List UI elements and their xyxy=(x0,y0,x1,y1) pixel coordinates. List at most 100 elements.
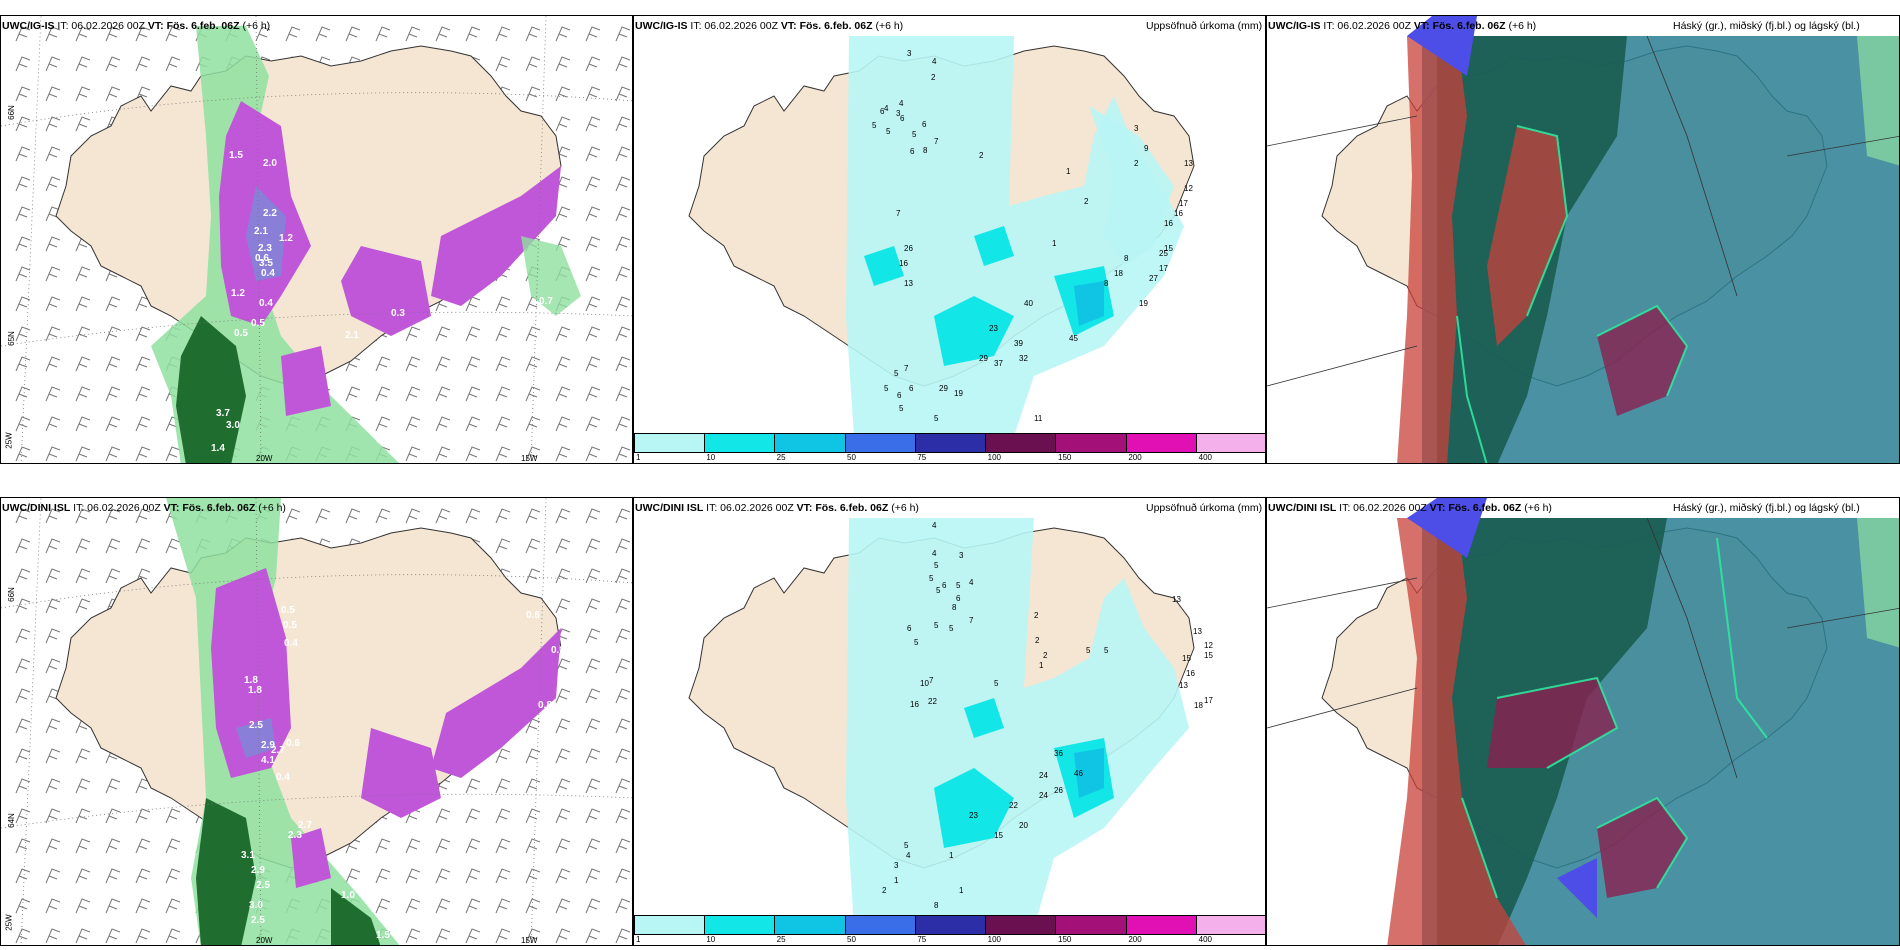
cloud-map-top xyxy=(1267,16,1899,463)
colorbar-swatch xyxy=(986,434,1057,452)
lead-time: (+6 h) xyxy=(1524,502,1552,514)
precip-value-label: 16 xyxy=(899,259,908,268)
colorbar-swatch xyxy=(1126,916,1197,934)
precip-value-label: 5 xyxy=(884,384,889,393)
lead-time: (+6 h) xyxy=(875,20,904,32)
wind-value-label: 4.1 xyxy=(261,755,275,766)
colorbar-swatch xyxy=(635,916,706,934)
colorbar-swatch xyxy=(775,916,846,934)
wind-value-label: 0.6 xyxy=(255,253,269,264)
precip-value-label: 15 xyxy=(1204,651,1213,660)
colorbar-swatch xyxy=(1196,916,1265,934)
lead-time: (+6 h) xyxy=(258,502,286,514)
wind-value-label: 0.3 xyxy=(391,308,405,319)
precip-value-label: 8 xyxy=(952,603,957,612)
precip-value-label: 5 xyxy=(899,404,904,413)
valid-time: VT: Fös. 6.feb. 06Z xyxy=(163,502,256,514)
wind-value-label: 3.5 xyxy=(259,258,273,269)
precip-value-label: 12 xyxy=(1184,184,1193,193)
precip-value-label: 18 xyxy=(1114,269,1123,278)
wind-value-label: 2.7 xyxy=(271,745,285,756)
wind-value-label: 2.0 xyxy=(263,158,277,169)
wind-value-label: 0.4 xyxy=(261,268,275,279)
wind-value-label: 2.1 xyxy=(345,330,359,341)
precip-colorbar-top xyxy=(634,433,1265,453)
model-name: UWC/DINI ISL xyxy=(2,502,71,514)
precip-value-label: 15 xyxy=(1182,654,1191,663)
precip-value-label: 3 xyxy=(1134,124,1139,133)
lon-label-15w: 15W xyxy=(521,936,538,945)
wind-map-panel-top: 1.5 2.0 2.2 2.1 2.3 3.5 1.2 0.5 0.4 0.6 0.4 2.1 0.3 0… xyxy=(0,15,633,464)
init-time: IT: 06.02.2026 00Z xyxy=(1323,20,1411,32)
wind-value-label: 3.1 xyxy=(241,850,255,861)
precip-title-top: UWC/IG-IS IT: 06.02.2026 00Z VT: Fös. 6.… xyxy=(635,20,903,32)
init-time: IT: 06.02.2026 00Z xyxy=(57,20,145,32)
colorbar-tick-label: 75 xyxy=(917,453,927,462)
precip-value-label: 17 xyxy=(1159,264,1168,273)
wind-value-label: 2.1 xyxy=(254,226,268,237)
precip-value-label: 8 xyxy=(923,146,928,155)
precip-value-label: 2 xyxy=(1134,159,1139,168)
wind-value-label: 2.9 xyxy=(251,865,265,876)
precip-value-label: 6 xyxy=(909,384,914,393)
precip-value-label: 15 xyxy=(994,831,1003,840)
init-time: IT: 06.02.2026 00Z xyxy=(690,20,778,32)
precip-value-label: 5 xyxy=(934,621,939,630)
cloud-map-panel-top xyxy=(1266,15,1900,464)
precip-value-label: 2 xyxy=(1034,611,1039,620)
precip-value-label: 16 xyxy=(1174,209,1183,218)
model-name: UWC/DINI ISL xyxy=(1268,502,1337,514)
precip-value-label: 2 xyxy=(1035,636,1040,645)
colorbar-tick-label: 150 xyxy=(1058,935,1072,944)
model-name: UWC/IG-IS xyxy=(2,20,55,32)
precip-value-label: 5 xyxy=(914,638,919,647)
precip-value-label: 39 xyxy=(1014,339,1023,348)
precip-value-label: 3 xyxy=(896,109,901,118)
precip-value-label: 6 xyxy=(942,581,947,590)
precip-value-label: 40 xyxy=(1024,299,1033,308)
colorbar-ticks-top: 1 10 25 50 75 100 150 200 400 xyxy=(634,453,1265,463)
colorbar-swatch xyxy=(915,434,987,452)
precip-value-label: 22 xyxy=(928,697,937,706)
precip-value-label: 5 xyxy=(936,586,941,595)
precip-value-label: 5 xyxy=(894,369,899,378)
precip-value-label: 6 xyxy=(922,120,927,129)
precip-colorbar-bottom xyxy=(634,915,1265,935)
wind-value-label: 1.8 xyxy=(248,685,262,696)
lon-label-15w: 15W xyxy=(521,454,538,463)
precip-value-label: 17 xyxy=(1204,696,1213,705)
precip-value-label: 7 xyxy=(969,616,974,625)
lon-label-25w: 25W xyxy=(4,914,14,931)
lat-label-66n: 66N xyxy=(6,587,16,602)
precip-value-label: 1 xyxy=(1052,239,1057,248)
precip-value-label: 7 xyxy=(934,137,939,146)
precip-value-label: 1 xyxy=(1039,661,1044,670)
precip-value-label: 45 xyxy=(1069,334,1078,343)
colorbar-swatch xyxy=(845,434,916,452)
colorbar-tick-label: 25 xyxy=(776,453,786,462)
wind-value-label: 0.6 xyxy=(286,738,300,749)
cloud-title-bottom: UWC/DINI ISL IT: 06.02.2026 00Z VT: Fös.… xyxy=(1268,502,1552,514)
precip-value-label: 46 xyxy=(1074,769,1083,778)
lon-label-20w: 20W xyxy=(256,454,273,463)
wind-value-label: 3.7 xyxy=(216,408,230,419)
precip-value-label: 4 xyxy=(884,104,889,113)
precip-value-label: 26 xyxy=(904,244,913,253)
lat-label-65n: 65N xyxy=(6,331,16,346)
precip-value-label: 6 xyxy=(956,594,961,603)
precip-value-label: 2 xyxy=(979,151,984,160)
colorbar-swatch xyxy=(1196,434,1265,452)
precip-units-top: Uppsöfnuð úrkoma (mm) xyxy=(1146,20,1263,32)
precip-value-label: 5 xyxy=(904,841,909,850)
wind-title-bottom: UWC/DINI ISL IT: 06.02.2026 00Z VT: Fös.… xyxy=(2,502,286,514)
precip-value-label: 2 xyxy=(882,886,887,895)
lat-label-66n: 66N xyxy=(6,105,16,120)
lead-time: (+6 h) xyxy=(1508,20,1537,32)
precip-value-label: 4 xyxy=(899,99,904,108)
precip-value-label: 16 xyxy=(910,700,919,709)
precip-value-label: 4 xyxy=(969,578,974,587)
model-name: UWC/IG-IS xyxy=(635,20,688,32)
precip-value-label: 6 xyxy=(900,114,905,123)
